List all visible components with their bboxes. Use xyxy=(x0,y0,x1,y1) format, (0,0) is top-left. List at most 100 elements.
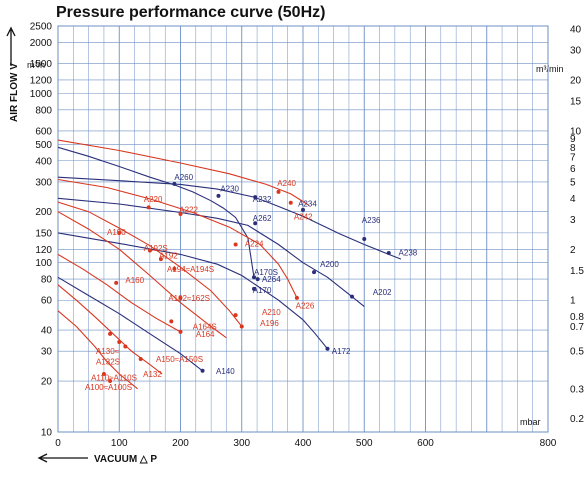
x-tick-label: 100 xyxy=(111,438,128,449)
chart-title: Pressure performance curve (50Hz) xyxy=(56,4,325,21)
y2-tick-label: 10 xyxy=(570,126,582,137)
curve-label: A234 xyxy=(298,199,317,208)
curve-label: A190 xyxy=(107,228,126,237)
curve-marker xyxy=(233,313,238,318)
curve-marker xyxy=(255,277,260,282)
curve-label: A100≈A100S xyxy=(85,383,132,392)
y2-tick-label: 20 xyxy=(570,75,582,86)
curve-marker xyxy=(288,200,293,205)
curve-marker xyxy=(253,221,258,226)
curve-marker xyxy=(178,295,183,300)
curve-label: A164 xyxy=(196,330,215,339)
curve-marker xyxy=(294,295,299,300)
y-tick-label: 300 xyxy=(35,177,52,188)
x-tick-label: 300 xyxy=(233,438,250,449)
y-tick-label: 100 xyxy=(35,258,52,269)
performance-curve xyxy=(57,211,227,339)
y2-tick-label: 8 xyxy=(570,143,576,154)
curve-label: A210 xyxy=(262,308,281,317)
curve-marker xyxy=(312,270,317,275)
y-tick-label: 150 xyxy=(35,228,52,239)
performance-curve xyxy=(57,139,310,206)
curve-marker xyxy=(252,286,256,291)
curve-marker xyxy=(147,248,152,253)
curve-label: A260 xyxy=(174,173,193,182)
y-tick-label: 80 xyxy=(41,275,53,286)
curve-marker xyxy=(233,242,238,247)
curve-label: A132 xyxy=(143,370,162,379)
curve-label: A172 xyxy=(332,347,351,356)
y2-tick-label: 0.5 xyxy=(570,347,584,358)
curve-marker xyxy=(172,266,177,271)
y-tick-label: 10 xyxy=(41,428,53,439)
performance-curve xyxy=(57,146,255,278)
y2-tick-label: 7 xyxy=(570,153,576,164)
curve-label: A170 xyxy=(253,286,272,295)
curve-marker xyxy=(178,211,183,216)
x-tick-label: 0 xyxy=(55,438,61,449)
curve-label: A236 xyxy=(362,216,381,225)
curve-label: A226 xyxy=(296,301,315,310)
x-tick-label: 600 xyxy=(417,438,434,449)
left-unit-label: m³/h xyxy=(27,60,45,70)
y2-tick-label: 15 xyxy=(570,97,582,108)
x-tick-label: 500 xyxy=(356,438,373,449)
y-axis-arrow xyxy=(6,26,16,66)
curve-marker xyxy=(362,237,367,242)
y2-tick-label: 0.7 xyxy=(570,322,584,333)
curve-marker xyxy=(169,319,174,324)
curve-label: A202 xyxy=(373,288,392,297)
curve-marker xyxy=(117,230,122,235)
curve-marker xyxy=(386,251,391,256)
curve-marker xyxy=(117,340,122,345)
performance-curve xyxy=(57,284,163,375)
y2-tick-label: 9 xyxy=(570,134,576,145)
performance-curve xyxy=(57,276,203,372)
curve-label: A262 xyxy=(253,214,272,223)
x-tick-label: 400 xyxy=(295,438,312,449)
curve-marker xyxy=(146,205,151,210)
curve-marker xyxy=(138,356,143,361)
curve-marker xyxy=(200,368,205,373)
curve-marker xyxy=(252,275,256,280)
curve-label: A222 xyxy=(179,206,198,215)
curve-label: A164S xyxy=(193,322,217,331)
curve-marker xyxy=(108,331,113,336)
y-tick-label: 1500 xyxy=(30,59,53,70)
y2-tick-label: 0.3 xyxy=(570,384,584,395)
curve-marker xyxy=(325,346,330,351)
y-axis-label: AIR FLOW V xyxy=(9,63,20,122)
y-tick-label: 500 xyxy=(35,140,52,151)
performance-curve xyxy=(57,178,298,299)
curve-label: A196 xyxy=(260,319,279,328)
curve-label: A200 xyxy=(320,260,339,269)
y-tick-label: 20 xyxy=(41,377,53,388)
curve-marker xyxy=(253,195,258,200)
y2-tick-label: 0.2 xyxy=(570,414,584,425)
curve-marker xyxy=(178,329,183,334)
curve-label: A194≈A194S xyxy=(167,265,214,274)
curve-label: A232 xyxy=(253,195,272,204)
y-tick-label: 2500 xyxy=(30,22,53,33)
y-tick-label: 60 xyxy=(41,296,53,307)
curve-label: A224 xyxy=(245,239,264,248)
y-tick-label: 400 xyxy=(35,156,52,167)
y2-tick-label: 2 xyxy=(570,245,576,256)
performance-curve xyxy=(57,232,328,350)
curve-label: A242 xyxy=(294,212,313,221)
curve-label: A130≈ xyxy=(96,347,120,356)
y-tick-label: 600 xyxy=(35,126,52,137)
y-tick-label: 40 xyxy=(41,326,53,337)
curve-marker xyxy=(101,372,106,377)
right-unit-label: m³/min xyxy=(536,64,564,74)
x-axis-label: VACUUM △ P xyxy=(94,454,157,465)
curve-marker xyxy=(216,193,221,198)
curve-label: A170S xyxy=(254,268,278,277)
curve-label: A230 xyxy=(220,184,239,193)
y2-tick-label: 3 xyxy=(570,215,576,226)
performance-curve xyxy=(57,253,181,333)
performance-curve xyxy=(57,176,402,260)
curve-marker xyxy=(350,294,354,299)
x-axis-arrow xyxy=(37,453,88,463)
